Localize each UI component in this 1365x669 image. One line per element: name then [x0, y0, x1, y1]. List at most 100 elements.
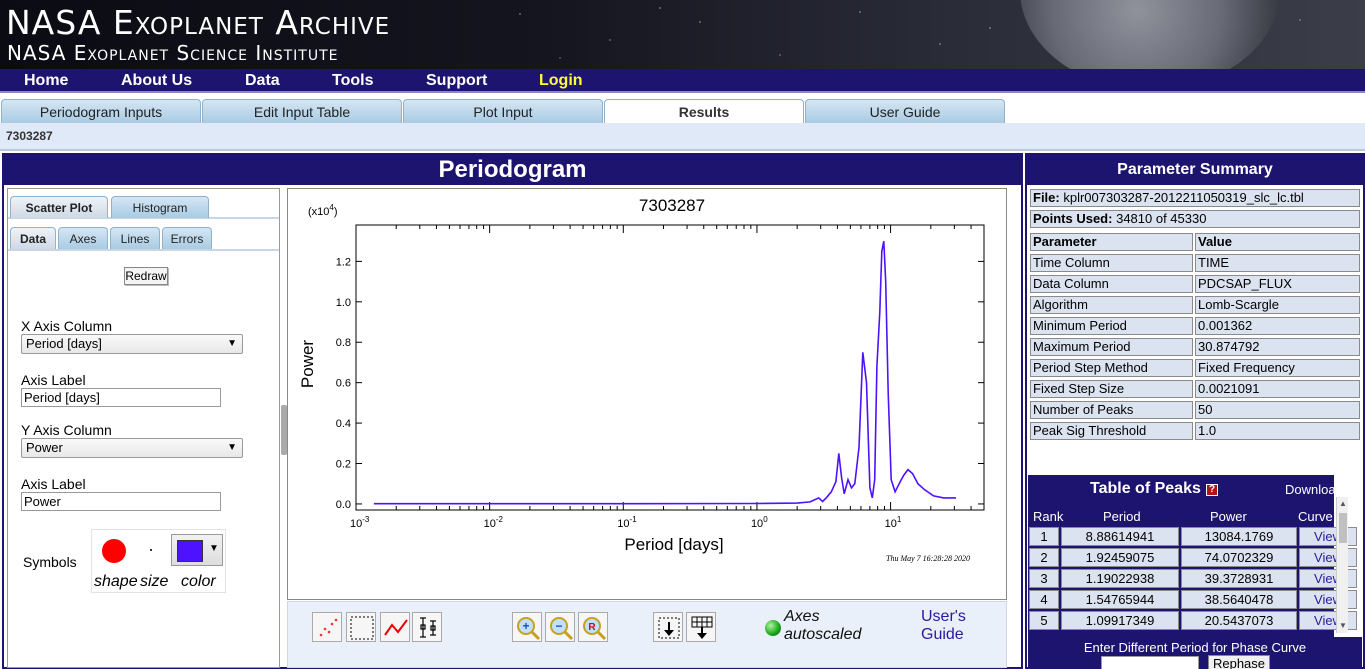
scroll-down-icon[interactable]: ▼ [1339, 621, 1347, 630]
periodogram-panel: Periodogram Scatter Plot Histogram Data … [2, 153, 1023, 669]
peaks-title: Table of Peaks [1090, 480, 1201, 497]
tab-data[interactable]: Data [10, 227, 56, 249]
peak-curve-view-link[interactable]: View [1299, 611, 1357, 630]
param-name-cell: Number of Peaks [1030, 401, 1193, 419]
save-plot-icon[interactable] [653, 612, 683, 642]
archive-title[interactable]: NASA Exoplanet Archive [6, 3, 391, 42]
param-value-cell: 0.001362 [1195, 317, 1360, 335]
help-icon[interactable]: ? [1206, 484, 1218, 496]
tab-errors[interactable]: Errors [162, 227, 212, 249]
x-axis-label-input[interactable]: Period [days] [21, 388, 221, 407]
zoom-reset-icon[interactable]: R [578, 612, 608, 642]
y-axis-column-select[interactable]: Power ▼ [21, 438, 243, 458]
dropdown-arrow-icon: ▼ [227, 442, 237, 453]
y-axis-column-value: Power [26, 440, 63, 455]
axes-status-line1: Axes [784, 608, 820, 625]
x-axis-label-label: Axis Label [21, 372, 86, 388]
peak-period-cell: 1.19022938 [1061, 569, 1179, 588]
nav-home[interactable]: Home [24, 72, 69, 89]
x-axis-column-select[interactable]: Period [days] ▼ [21, 334, 243, 354]
power-header: Power [1210, 509, 1247, 524]
peak-curve-view-link[interactable]: View [1299, 590, 1357, 609]
peak-rank-cell: 2 [1029, 548, 1059, 567]
nav-data[interactable]: Data [245, 72, 280, 89]
select-points-icon[interactable] [312, 612, 342, 642]
peak-rank-cell: 3 [1029, 569, 1059, 588]
zoom-box-icon[interactable] [346, 612, 376, 642]
periodogram-plot[interactable]: 7303287 (x104) Power Period [days] Thu M… [287, 188, 1007, 600]
phase-period-input[interactable] [1101, 656, 1199, 669]
y-tick-label: 1.2 [336, 256, 351, 268]
y-multiplier-exp: 4 [329, 203, 334, 212]
tab-lines[interactable]: Lines [110, 227, 160, 249]
param-name-cell: Period Step Method [1030, 359, 1193, 377]
param-name-cell: Maximum Period [1030, 338, 1193, 356]
x-tick-exp: 0 [763, 515, 768, 524]
size-caption: size [140, 573, 169, 590]
tool-tabs: Periodogram Inputs Edit Input Table Plot… [0, 97, 1365, 123]
curve-header: Curve [1298, 509, 1333, 524]
tab-edit-input-table[interactable]: Edit Input Table [202, 99, 402, 123]
symbol-color-button[interactable]: ▼ [171, 534, 223, 566]
tab-periodogram-inputs[interactable]: Periodogram Inputs [1, 99, 201, 123]
y-axis-column-label: Y Axis Column [21, 422, 112, 438]
tab-results[interactable]: Results [604, 99, 804, 123]
x-tick-base: 10 [751, 518, 763, 530]
tab-user-guide[interactable]: User Guide [805, 99, 1005, 123]
nav-about-us[interactable]: About Us [121, 72, 193, 89]
x-tick-base: 10 [885, 518, 897, 530]
param-value-cell: 50 [1195, 401, 1360, 419]
peak-curve-view-link[interactable]: View [1299, 569, 1357, 588]
y-ticks: 0.0 0.2 0.4 0.6 0.8 1.0 1.2 [336, 256, 984, 511]
peak-period-cell: 1.09917349 [1061, 611, 1179, 630]
table-of-peaks: Table of Peaks ? Download Rank Period Po… [1028, 475, 1357, 637]
y-axis-label-input[interactable]: Power [21, 492, 221, 511]
redraw-button[interactable]: Redraw [124, 267, 168, 285]
symbol-shape-circle-icon[interactable] [102, 539, 126, 563]
peak-power-cell: 20.5437073 [1181, 611, 1297, 630]
download-link[interactable]: Download [1285, 482, 1343, 497]
symbol-picker: ▼ shape size color [91, 529, 226, 593]
phase-curve-label: Enter Different Period for Phase Curve [1083, 640, 1307, 655]
parameter-summary-title: Parameter Summary [1027, 155, 1363, 185]
y-axis-label-label: Axis Label [21, 476, 86, 492]
user-guide-line2: Guide [921, 626, 964, 643]
x-axis-column-label: X Axis Column [21, 318, 113, 334]
object-bar: 7303287 [0, 123, 1365, 151]
error-bars-icon[interactable] [412, 612, 442, 642]
phase-curve-form: Enter Different Period for Phase Curve R… [1028, 637, 1362, 669]
nav-tools[interactable]: Tools [332, 72, 374, 89]
tab-scatter-plot[interactable]: Scatter Plot [10, 196, 108, 218]
symbol-size-dot-icon[interactable] [150, 549, 152, 551]
peak-power-cell: 74.0702329 [1181, 548, 1297, 567]
nav-login[interactable]: Login [539, 72, 583, 89]
tab-histogram[interactable]: Histogram [111, 196, 209, 218]
scroll-up-icon[interactable]: ▲ [1339, 499, 1347, 508]
nav-support[interactable]: Support [426, 72, 488, 89]
peak-curve-view-link[interactable]: View [1299, 548, 1357, 567]
points-used-row: Points Used: 34810 of 45330 [1030, 210, 1360, 228]
peak-rank-cell: 1 [1029, 527, 1059, 546]
peaks-scrollbar[interactable]: ▲ ▼ [1336, 497, 1348, 633]
tab-plot-input[interactable]: Plot Input [403, 99, 603, 123]
download-table-icon[interactable] [686, 612, 716, 642]
zoom-out-icon[interactable]: − [545, 612, 575, 642]
line-plot-icon[interactable] [380, 612, 410, 642]
scroll-thumb[interactable] [1339, 513, 1347, 543]
param-value-cell: 0.0021091 [1195, 380, 1360, 398]
y-multiplier-base: (x10 [308, 206, 329, 218]
main-nav: Home About Us Data Tools Support Login [0, 69, 1365, 93]
tab-axes[interactable]: Axes [58, 227, 108, 249]
zoom-in-icon[interactable]: + [512, 612, 542, 642]
rephase-button[interactable]: Rephase [1208, 655, 1270, 669]
param-name-cell: Minimum Period [1030, 317, 1193, 335]
plot-toolbar: + − R Axes autoscaled User's Guide [287, 601, 1007, 668]
points-used-value: 34810 of 45330 [1116, 211, 1207, 226]
peak-curve-view-link[interactable]: View [1299, 527, 1357, 546]
user-guide-link[interactable]: User's Guide [921, 608, 966, 644]
x-tick-label: 100 [751, 515, 768, 530]
y-tick-label: 0.2 [336, 459, 351, 471]
file-value: kplr007303287-2012211050319_slc_lc.tbl [1063, 190, 1304, 205]
panel-scrollbar[interactable] [281, 405, 287, 455]
x-tick-exp: -3 [362, 515, 370, 524]
